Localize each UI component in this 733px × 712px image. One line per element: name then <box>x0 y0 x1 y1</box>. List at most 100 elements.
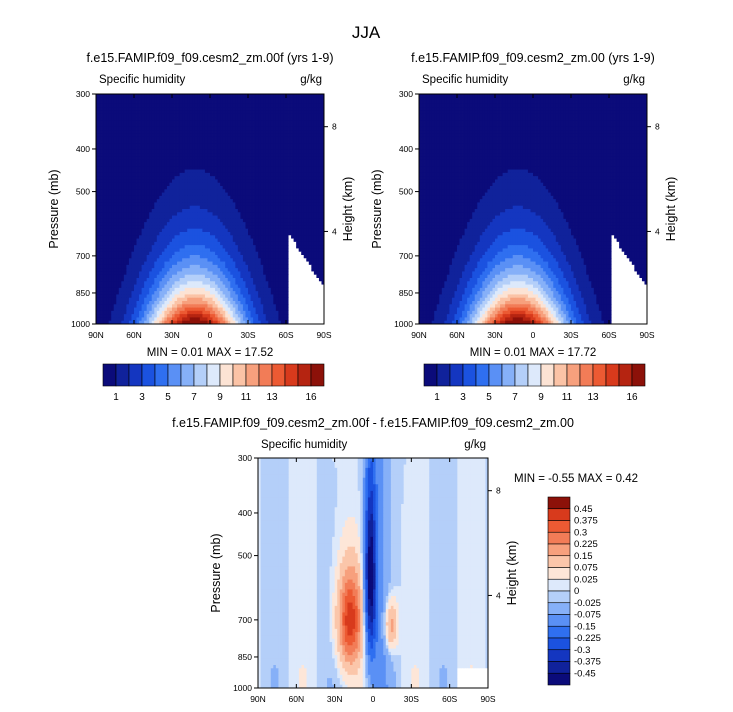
colorbar-swatch <box>297 363 312 387</box>
panel-reference-humidity: f.e15.FAMIP.f09_f09.cesm2_zm.00 (yrs 1-9… <box>370 51 678 403</box>
colorbar-swatch <box>462 363 477 387</box>
colorbar-swatch <box>527 363 542 387</box>
colorbar-label: 11 <box>241 392 252 403</box>
colorbar-swatch <box>547 567 571 580</box>
colorbar-swatch <box>423 363 438 387</box>
units-label: g/kg <box>623 74 645 86</box>
colorbar-swatch <box>219 363 234 387</box>
colorbar-swatch <box>436 363 451 387</box>
stats-label: MIN = 0.01 MAX = 17.52 <box>147 347 274 359</box>
colorbar-swatch <box>501 363 516 387</box>
colorbar-label: -0.225 <box>574 633 601 644</box>
colorbar-swatch <box>547 508 571 521</box>
y-tick-label: 850 <box>399 288 413 298</box>
y-tick-label: 700 <box>76 251 90 261</box>
x-tick-label: 60S <box>442 694 457 704</box>
colorbar-swatch <box>310 363 325 387</box>
variable-label: Specific humidity <box>422 74 509 86</box>
colorbar-label: 16 <box>626 392 638 403</box>
colorbar-swatch <box>232 363 247 387</box>
colorbar: 1 3 5 7 9 11 13 16 <box>423 363 646 403</box>
x-tick-label: 0 <box>371 694 376 704</box>
colorbar-swatch <box>547 661 571 674</box>
y-tick-label: 700 <box>399 251 413 261</box>
y-tick-label: 400 <box>76 144 90 154</box>
y-axis-label: Pressure (mb) <box>209 533 223 612</box>
x-tick-label: 30N <box>164 330 180 340</box>
colorbar-label: 13 <box>587 392 599 403</box>
x-tick-label: 30N <box>327 694 343 704</box>
y-axis-label: Pressure (mb) <box>370 169 384 248</box>
colorbar-swatch <box>605 363 620 387</box>
colorbar-label: -0.025 <box>574 598 601 609</box>
colorbar-label: 9 <box>538 392 544 403</box>
x-tick-label: 90S <box>639 330 654 340</box>
y-tick-label: 300 <box>399 89 413 99</box>
colorbar-swatch <box>206 363 221 387</box>
variable-label: Specific humidity <box>99 74 186 86</box>
x-tick-label: 0 <box>208 330 213 340</box>
colorbar-swatch <box>553 363 568 387</box>
colorbar-swatch <box>449 363 464 387</box>
field-contours <box>96 94 325 325</box>
y-tick-label: 400 <box>238 508 252 518</box>
y2-tick-label: 8 <box>655 122 660 132</box>
colorbar-swatch <box>547 637 571 651</box>
colorbar-label: 7 <box>512 392 518 403</box>
field-contours <box>258 458 489 689</box>
colorbar-swatch <box>284 363 299 387</box>
x-tick-label: 0 <box>531 330 536 340</box>
colorbar-swatch <box>631 363 646 387</box>
colorbar-swatch <box>514 363 529 387</box>
colorbar-swatch <box>245 363 260 387</box>
colorbar-swatch <box>180 363 195 387</box>
x-tick-label: 30S <box>404 694 419 704</box>
colorbar-label: 0 <box>574 586 579 597</box>
colorbar-label: -0.375 <box>574 657 601 668</box>
colorbar-swatch <box>193 363 208 387</box>
colorbar-swatch <box>547 625 571 639</box>
colorbar-label: 1 <box>113 392 119 403</box>
colorbar-label: 5 <box>486 392 492 403</box>
colorbar-swatch <box>128 363 143 387</box>
colorbar-label: 16 <box>305 392 317 403</box>
y-tick-label: 500 <box>76 187 90 197</box>
colorbar-swatch <box>547 496 571 510</box>
x-tick-label: 60N <box>449 330 465 340</box>
colorbar-swatch <box>547 520 571 533</box>
colorbar-label: -0.3 <box>574 645 590 656</box>
colorbar-label: 0.225 <box>574 539 598 550</box>
y-tick-label: 1000 <box>71 319 90 329</box>
colorbar-swatch <box>579 363 594 387</box>
colorbar-swatch <box>618 363 633 387</box>
colorbar-swatch <box>547 543 571 557</box>
y2-tick-label: 4 <box>496 590 501 600</box>
colorbar-label: 0.375 <box>574 516 598 527</box>
x-tick-label: 60S <box>601 330 616 340</box>
y-tick-label: 500 <box>399 187 413 197</box>
x-tick-label: 30S <box>563 330 578 340</box>
colorbar-swatch <box>547 602 571 615</box>
colorbar-label: 0.15 <box>574 551 593 562</box>
y2-axis-label: Height (km) <box>664 177 678 242</box>
y-tick-label: 500 <box>238 551 252 561</box>
colorbar-label: 0.025 <box>574 574 598 585</box>
y2-tick-label: 8 <box>332 122 337 132</box>
colorbar-label: 9 <box>217 392 223 403</box>
colorbar-swatch <box>271 363 286 387</box>
colorbar-label: 1 <box>434 392 440 403</box>
variable-label: Specific humidity <box>261 439 348 451</box>
colorbar-swatch <box>475 363 490 387</box>
stats-label: MIN = -0.55 MAX = 0.42 <box>514 473 638 485</box>
colorbar-label: 7 <box>191 392 197 403</box>
x-tick-label: 60S <box>278 330 293 340</box>
y-tick-label: 850 <box>76 288 90 298</box>
x-tick-label: 90N <box>250 694 266 704</box>
x-tick-label: 90S <box>480 694 495 704</box>
colorbar-swatch <box>154 363 169 387</box>
y-axis-label: Pressure (mb) <box>47 169 61 248</box>
stats-label: MIN = 0.01 MAX = 17.72 <box>470 347 597 359</box>
colorbar-label: 3 <box>460 392 466 403</box>
colorbar-swatch <box>102 363 117 387</box>
